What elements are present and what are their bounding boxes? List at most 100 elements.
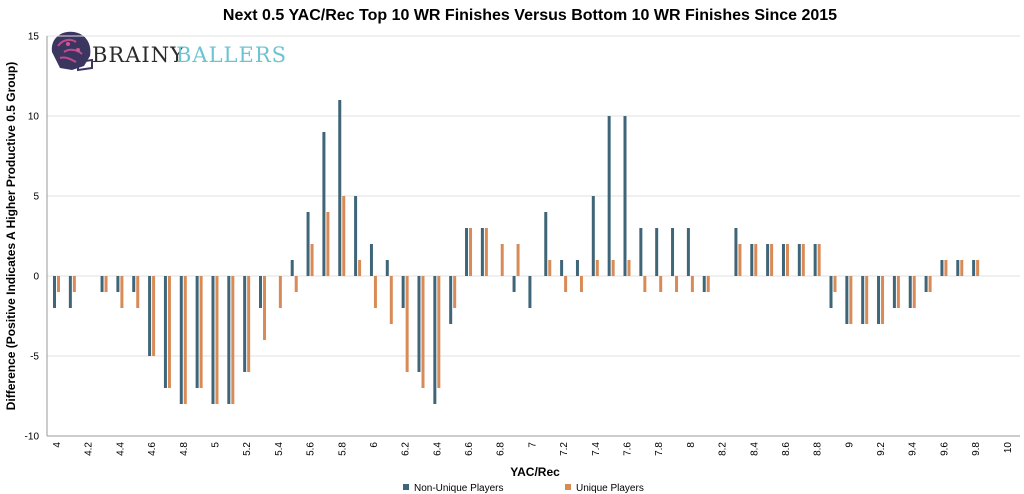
bar-unique [326,212,330,276]
x-tick-label: 4.2 [84,442,95,456]
x-tick-label: 9.8 [971,442,982,456]
y-tick-label: 15 [28,32,40,43]
bar-non-unique [385,260,389,276]
bar-unique [421,276,425,388]
bar-non-unique [449,276,453,324]
bar-non-unique [512,276,516,292]
logo-text-brainy: BRAINY [92,43,185,67]
bar-non-unique [813,244,817,276]
bar-non-unique [940,260,944,276]
x-tick-label: 4 [52,442,63,448]
bar-unique [881,276,885,324]
bar-non-unique [433,276,437,404]
x-tick-label: 4.4 [115,442,126,456]
bar-non-unique [148,276,152,356]
x-axis: 4 4.2 4.4 4.6 4.8 5 5.2 5.4 5.6 5.8 6 6.2 6.4 6.6 6.8 7… [52,442,1014,456]
x-tick-label: 6.4 [432,442,443,456]
x-tick-label: 5.8 [337,442,348,456]
x-tick-label: 8.6 [781,442,792,456]
bar-non-unique [401,276,405,308]
bar-unique [342,196,346,276]
bar-unique [659,276,663,292]
x-tick-label: 4.8 [179,442,190,456]
y-tick-label: 5 [33,192,39,203]
bar-unique [817,244,821,276]
chart-title: Next 0.5 YAC/Rec Top 10 WR Finishes Vers… [223,7,837,24]
bar-unique [373,276,377,308]
bar-non-unique [417,276,421,372]
bar-unique [611,260,615,276]
bar-non-unique [528,276,532,308]
bar-unique [801,244,805,276]
bar-unique [500,244,504,276]
bar-unique [690,276,694,292]
x-tick-label: 8.2 [718,442,729,456]
x-tick-label: 4.6 [147,442,158,456]
logo-text-ballers: BALLERS [176,43,287,67]
bar-unique [595,260,599,276]
x-tick-label: 8.8 [813,442,824,456]
bar-unique [928,276,932,292]
bar-non-unique [132,276,136,292]
bar-non-unique [369,244,373,276]
bar-unique [579,276,583,292]
bar-non-unique [306,212,310,276]
bar-unique [199,276,203,388]
bar-unique [785,244,789,276]
bar-non-unique [354,196,358,276]
x-tick-label: 7.2 [559,442,570,456]
bar-non-unique [100,276,104,292]
x-tick-label: 10 [1003,442,1014,454]
bar-unique [57,276,61,292]
bar-non-unique [734,228,738,276]
bar-unique [770,244,774,276]
x-tick-label: 5 [210,442,221,448]
bar-non-unique [211,276,215,404]
x-tick-label: 5.2 [242,442,253,456]
logo: BRAINY BALLERS [51,31,287,72]
x-tick-label: 8 [686,442,697,448]
bar-non-unique [972,260,976,276]
bar-non-unique [465,228,469,276]
bar-non-unique [163,276,167,388]
x-tick-label: 9.2 [876,442,887,456]
bar-unique [453,276,457,308]
bar-unique [484,228,488,276]
y-tick-label: 0 [33,272,39,283]
bar-non-unique [686,228,690,276]
legend-label-non-unique: Non-Unique Players [414,483,504,494]
x-tick-label: 6.8 [496,442,507,456]
bar-unique [231,276,235,404]
bar-non-unique [322,132,326,276]
x-tick-label: 9.4 [908,442,919,456]
legend: Non-Unique Players Unique Players [403,483,644,494]
bar-non-unique [877,276,881,324]
y-axis: -10 -5 0 5 10 15 [25,32,1020,443]
bar-non-unique [766,244,770,276]
bars [53,100,980,404]
bar-non-unique [908,276,912,308]
bar-non-unique [243,276,247,372]
bar-non-unique [591,196,595,276]
bar-non-unique [179,276,183,404]
bar-non-unique [544,212,548,276]
bar-unique [754,244,758,276]
bar-unique [136,276,140,308]
bar-non-unique [575,260,579,276]
bar-non-unique [655,228,659,276]
bar-non-unique [53,276,57,308]
bar-unique [960,260,964,276]
bar-non-unique [924,276,928,292]
bar-unique [278,276,282,308]
bar-non-unique [845,276,849,324]
bar-non-unique [623,116,627,276]
x-tick-label: 6.6 [464,442,475,456]
bar-unique [263,276,267,340]
bar-unique [310,244,314,276]
x-axis-title: YAC/Rec [510,465,560,479]
bar-unique [865,276,869,324]
x-tick-label: 7.4 [591,442,602,456]
bar-unique [738,244,742,276]
bar-unique [833,276,837,292]
x-tick-label: 7.8 [654,442,665,456]
